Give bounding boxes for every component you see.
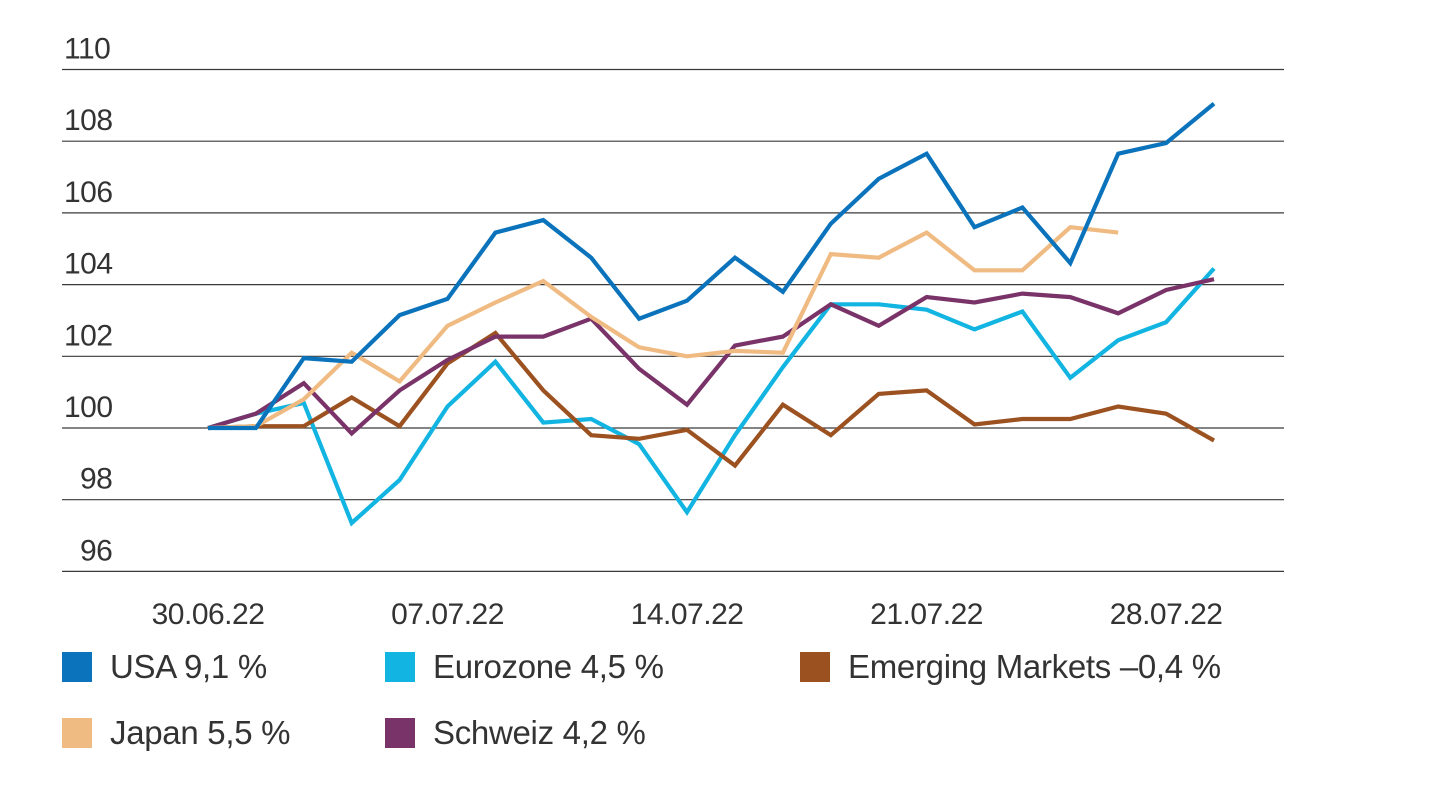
x-axis-tick-labels: 30.06.22 07.07.22 14.07.22 21.07.22 28.07.22: [152, 598, 1223, 631]
x-tick-label: 14.07.22: [631, 598, 744, 631]
legend-item-japan: Japan 5,5 %: [62, 714, 290, 752]
y-tick-label: 102: [64, 319, 113, 352]
series-line-3: [207, 225, 1119, 431]
legend-item-eurozone: Eurozone 4,5 %: [385, 648, 664, 686]
y-tick-label: 110: [64, 33, 110, 66]
legend-item-usa: USA 9,1 %: [62, 648, 267, 686]
y-tick-label: 104: [64, 248, 113, 281]
legend-label-japan: Japan 5,5 %: [110, 714, 291, 751]
series-lines: [207, 101, 1216, 527]
legend-label-emerging-markets: Emerging Markets –0,4 %: [848, 648, 1221, 685]
legend-swatch-usa: [62, 652, 92, 682]
x-tick-label: 28.07.22: [1110, 598, 1223, 631]
legend-swatch-emerging-markets: [800, 652, 830, 682]
legend-label-schweiz: Schweiz 4,2 %: [433, 714, 646, 751]
legend-label-usa: USA 9,1 %: [110, 648, 267, 685]
series-line-1: [207, 267, 1216, 527]
y-tick-label: 100: [64, 391, 113, 424]
legend-swatch-schweiz: [385, 718, 415, 748]
y-tick-label: 108: [64, 104, 113, 137]
legend-swatch-eurozone: [385, 652, 415, 682]
x-tick-label: 30.06.22: [152, 598, 265, 631]
grid-lines: [62, 68, 1284, 573]
y-tick-label: 96: [80, 534, 112, 567]
series-line-0: [208, 101, 1216, 431]
legend-item-emerging-markets: Emerging Markets –0,4 %: [800, 648, 1221, 686]
legend-label-eurozone: Eurozone 4,5 %: [433, 648, 664, 685]
legend-item-schweiz: Schweiz 4,2 %: [385, 714, 646, 752]
y-tick-label: 106: [64, 176, 113, 209]
series-line-4: [207, 277, 1215, 437]
x-tick-label: 21.07.22: [870, 598, 983, 631]
y-tick-label: 98: [80, 463, 112, 496]
x-tick-label: 07.07.22: [391, 598, 504, 631]
y-axis-tick-labels: 96 98 100 102 104 106 108 110: [64, 33, 113, 568]
legend-swatch-japan: [62, 718, 92, 748]
